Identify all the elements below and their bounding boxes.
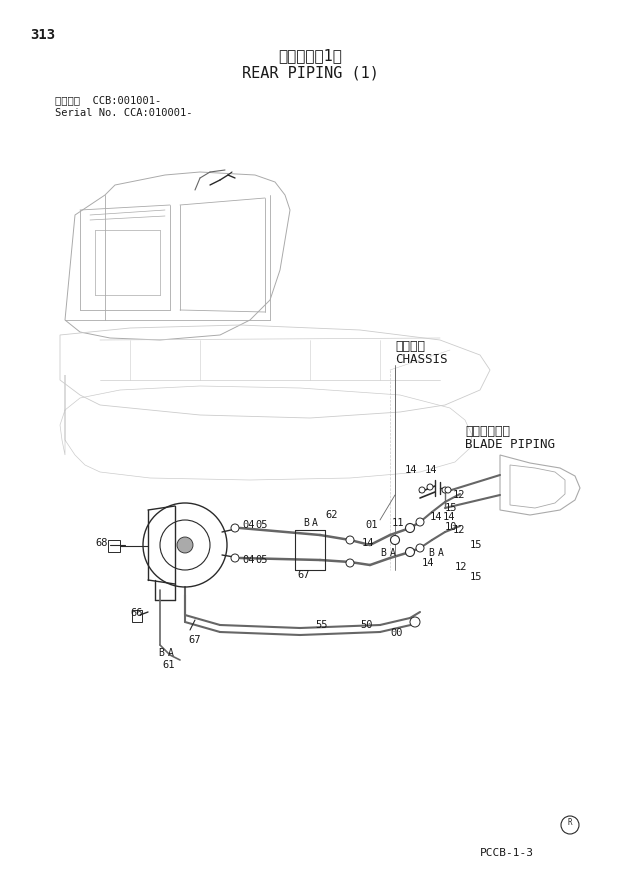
Text: Serial No. CCA:010001-: Serial No. CCA:010001-: [55, 108, 192, 118]
Text: 61: 61: [162, 660, 174, 670]
Text: 10: 10: [445, 522, 458, 532]
Text: 05: 05: [255, 555, 267, 565]
Text: B: B: [158, 648, 164, 658]
Text: A: A: [390, 548, 396, 558]
Text: B: B: [380, 548, 386, 558]
Text: 15: 15: [445, 503, 458, 513]
Text: BLADE PIPING: BLADE PIPING: [465, 438, 555, 451]
Text: 04: 04: [242, 520, 254, 530]
Text: 313: 313: [30, 28, 55, 42]
Text: 55: 55: [315, 620, 327, 630]
Text: 15: 15: [470, 540, 482, 550]
Text: 14: 14: [425, 465, 438, 475]
Text: 14: 14: [405, 465, 417, 475]
Text: 15: 15: [470, 572, 482, 582]
Text: 62: 62: [325, 510, 337, 520]
Text: A: A: [438, 548, 444, 558]
Circle shape: [391, 535, 399, 545]
Text: 00: 00: [390, 628, 402, 638]
Circle shape: [405, 547, 415, 556]
Circle shape: [427, 484, 433, 490]
Circle shape: [416, 518, 424, 526]
Circle shape: [419, 487, 425, 493]
Text: リア配管（1）: リア配管（1）: [278, 48, 342, 63]
Text: B: B: [303, 518, 309, 528]
Circle shape: [442, 487, 448, 493]
Text: A: A: [168, 648, 174, 658]
Text: 05: 05: [255, 520, 267, 530]
Text: 01: 01: [365, 520, 378, 530]
Text: 12: 12: [453, 490, 466, 500]
Text: 66: 66: [130, 608, 143, 618]
Text: シャーシ: シャーシ: [395, 340, 425, 353]
Circle shape: [177, 537, 193, 553]
Text: CHASSIS: CHASSIS: [395, 353, 448, 366]
Text: 14: 14: [422, 558, 435, 568]
Text: 04: 04: [242, 555, 254, 565]
Circle shape: [346, 536, 354, 544]
Circle shape: [416, 544, 424, 552]
Text: 14: 14: [443, 512, 456, 522]
Circle shape: [346, 559, 354, 567]
Text: 68: 68: [95, 538, 107, 548]
Text: A: A: [312, 518, 318, 528]
Text: 12: 12: [453, 525, 466, 535]
Circle shape: [231, 524, 239, 532]
Circle shape: [405, 524, 415, 533]
Text: 12: 12: [455, 562, 467, 572]
Text: ブレード配管: ブレード配管: [465, 425, 510, 438]
Text: B: B: [428, 548, 434, 558]
Text: 14: 14: [362, 538, 374, 548]
Text: 67: 67: [297, 570, 309, 580]
Text: 11: 11: [392, 518, 404, 528]
Text: 50: 50: [360, 620, 373, 630]
Circle shape: [231, 554, 239, 562]
Text: R: R: [568, 818, 572, 827]
Circle shape: [445, 487, 451, 493]
Text: 適用号機  CCB:001001-: 適用号機 CCB:001001-: [55, 95, 161, 105]
Text: 67: 67: [188, 635, 200, 645]
Text: REAR PIPING (1): REAR PIPING (1): [242, 65, 378, 80]
Text: 14: 14: [430, 512, 443, 522]
Circle shape: [410, 617, 420, 627]
Text: PCCB-1-3: PCCB-1-3: [480, 848, 534, 858]
